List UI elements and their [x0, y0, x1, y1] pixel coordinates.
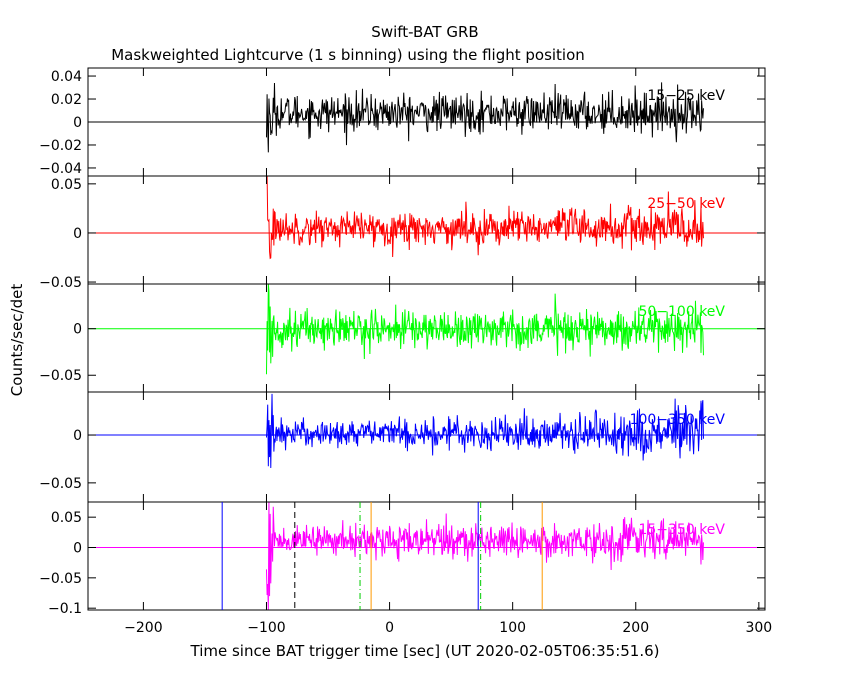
y-tick-label: 0: [73, 226, 82, 242]
y-tick-label: 0: [73, 541, 82, 557]
panel-frame: [87, 391, 766, 503]
panel-5: 0.05 0 −0.05 −0.1 15−350 keV: [39, 501, 766, 617]
x-tick-label: 300: [745, 620, 772, 636]
x-tick-label: 0: [385, 620, 394, 636]
y-tick-label: 0.04: [51, 69, 82, 85]
chart-title: Swift-BAT GRB: [371, 23, 478, 41]
band-label: 25−50 keV: [647, 196, 725, 212]
panels-group: 0.04 0.02 0 −0.02 −0.04 15−25 keV 0.05 0 −0.05 25…: [39, 67, 772, 636]
series-trace-4: [265, 393, 704, 468]
y-tick-label: 0.05: [51, 177, 82, 193]
y-tick-label: 0: [73, 115, 82, 131]
panel-3: 0 −0.05 50−100 keV: [39, 283, 766, 393]
series-trace-1: [265, 82, 704, 153]
y-tick-label: −0.05: [39, 275, 82, 291]
band-label: 100−350 keV: [630, 412, 726, 428]
panel-frame: [87, 501, 766, 611]
y-tick-label: 0: [73, 322, 82, 338]
y-tick-label: 0.05: [51, 510, 82, 526]
x-tick-label: 200: [622, 620, 649, 636]
panel-1: 0.04 0.02 0 −0.02 −0.04 15−25 keV: [39, 67, 766, 177]
series-trace-2: [266, 175, 704, 260]
band-label: 50−100 keV: [638, 304, 725, 320]
y-tick-label: −0.05: [39, 368, 82, 384]
x-tick-label: 100: [499, 620, 526, 636]
y-tick-label: −0.02: [39, 138, 82, 154]
y-tick-label: −0.05: [39, 476, 82, 492]
panel-4: 0 −0.05 100−350 keV: [39, 391, 766, 503]
y-tick-label: −0.1: [48, 601, 82, 617]
y-axis-label: Counts/sec/det: [8, 284, 26, 397]
panel-2: 0.05 0 −0.05 25−50 keV: [39, 175, 766, 291]
series-trace-5: [265, 501, 704, 611]
series-trace-3: [265, 283, 704, 375]
y-tick-label: 0: [73, 428, 82, 444]
y-tick-label: −0.04: [39, 161, 82, 177]
x-axis-label: Time since BAT trigger time [sec] (UT 20…: [190, 642, 660, 660]
y-tick-label: −0.05: [39, 571, 82, 587]
x-tick-label: −200: [124, 620, 162, 636]
chart-subtitle: Maskweighted Lightcurve (1 s binning) us…: [111, 46, 585, 64]
x-tick-label: −100: [247, 620, 285, 636]
y-tick-label: 0.02: [51, 92, 82, 108]
band-label: 15−350 keV: [638, 522, 725, 538]
band-label: 15−25 keV: [647, 88, 725, 104]
